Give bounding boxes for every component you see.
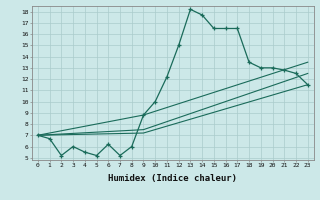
X-axis label: Humidex (Indice chaleur): Humidex (Indice chaleur) [108, 174, 237, 183]
